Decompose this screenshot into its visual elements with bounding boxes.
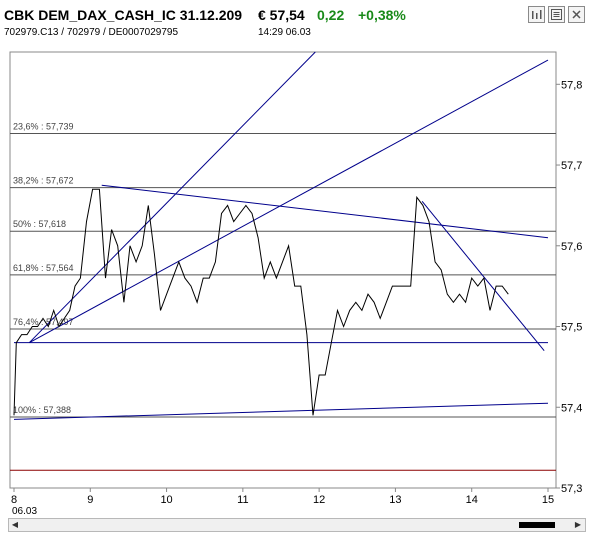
trendline — [28, 51, 316, 344]
y-tick-label: 57,6 — [561, 241, 582, 253]
scroll-left-icon[interactable]: ◀ — [11, 520, 19, 529]
x-tick-label: 12 — [313, 494, 325, 506]
price-series-line — [13, 188, 509, 416]
x-tick-label: 11 — [237, 494, 248, 506]
x-tick-label: 13 — [389, 494, 401, 506]
fib-level-label: 50% : 57,618 — [13, 219, 66, 229]
news-icon — [551, 9, 562, 20]
chart-canvas: 23,6% : 57,739 38,2% : 57,672 50% : 57,618… — [9, 51, 582, 517]
fib-level-label: 61,8% : 57,564 — [13, 263, 74, 273]
fib-level-label: 100% : 57,388 — [13, 405, 71, 415]
trendline — [13, 402, 549, 420]
y-tick-label: 57,7 — [561, 160, 582, 172]
fib-level-label: 76,4% : 57,497 — [13, 317, 74, 327]
quote-time: 14:29 06.03 — [258, 27, 311, 38]
price-change: 0,22 — [317, 7, 345, 23]
y-tick-label: 57,4 — [561, 402, 582, 414]
last-price: € 57,54 — [258, 7, 305, 23]
scrollbar-thumb[interactable] — [519, 522, 555, 528]
news-button[interactable] — [548, 6, 565, 23]
trendline — [101, 184, 549, 239]
trendline — [29, 59, 549, 344]
x-tick-label: 8 — [11, 494, 17, 506]
x-tick-label: 10 — [160, 494, 172, 506]
chart-scrollbar[interactable]: ◀ ▶ — [8, 518, 586, 532]
x-tick-label: 9 — [87, 494, 93, 506]
x-date-label: 06.03 — [12, 506, 37, 517]
scroll-right-icon[interactable]: ▶ — [574, 520, 582, 529]
instrument-title: CBK DEM_DAX_CASH_IC 31.12.209 — [4, 7, 243, 23]
quote-header: CBK DEM_DAX_CASH_IC 31.12.209 € 57,54 0,… — [0, 0, 595, 44]
plot-area — [9, 51, 557, 489]
fib-level-label: 23,6% : 57,739 — [13, 122, 74, 132]
fib-level-label: 38,2% : 57,672 — [13, 176, 74, 186]
price-change-percent: +0,38% — [358, 7, 406, 23]
close-button[interactable] — [568, 6, 585, 23]
trendline — [421, 201, 545, 352]
x-tick-label: 14 — [466, 494, 478, 506]
price-chart: 23,6% : 57,739 38,2% : 57,672 50% : 57,618… — [0, 44, 595, 540]
x-tick-label: 15 — [542, 494, 554, 506]
y-tick-label: 57,5 — [561, 322, 582, 334]
instrument-ids: 702979.C13 / 702979 / DE0007029795 — [4, 27, 179, 38]
y-tick-label: 57,3 — [561, 483, 582, 495]
close-icon — [572, 10, 581, 19]
bar-chart-button[interactable] — [528, 6, 545, 23]
y-tick-label: 57,8 — [561, 79, 582, 91]
bar-chart-icon — [532, 10, 542, 19]
